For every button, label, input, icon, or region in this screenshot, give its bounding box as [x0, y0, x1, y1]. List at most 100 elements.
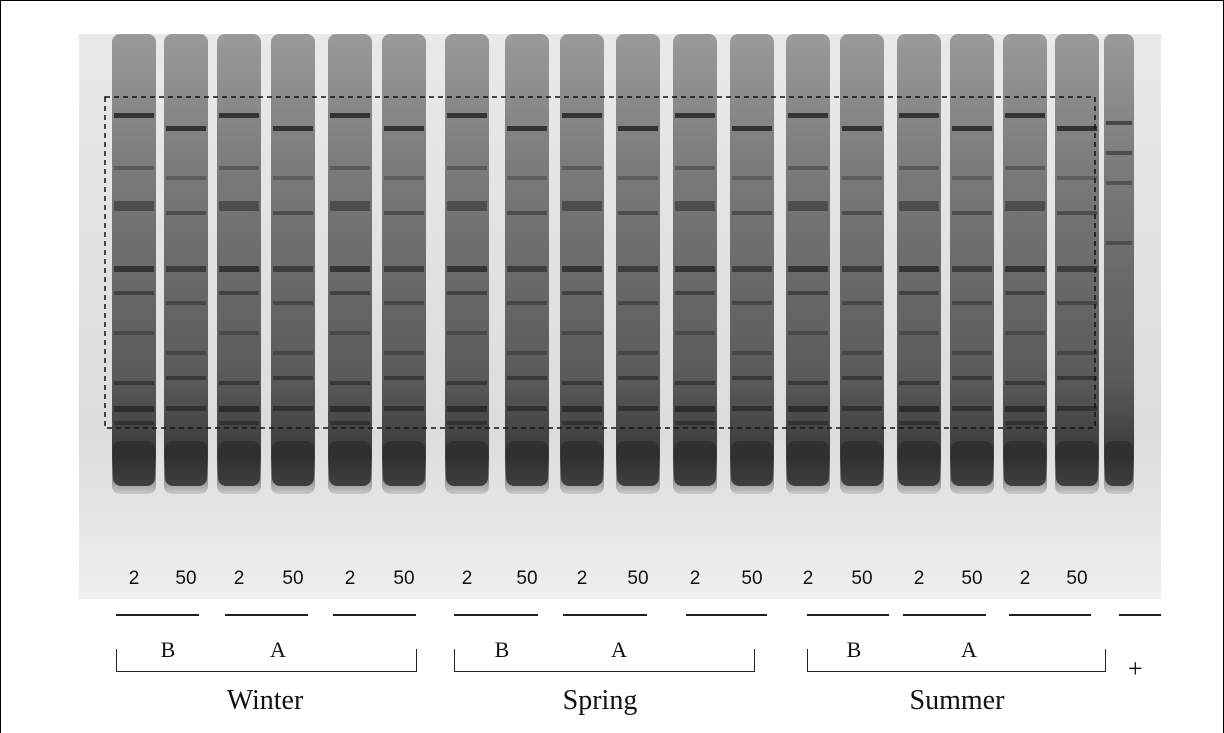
gel-band: [273, 126, 313, 131]
gel-lane-front: [731, 441, 773, 486]
gel-band: [330, 381, 370, 385]
winter-a-label: A: [270, 637, 286, 662]
lane-number-label: 50: [627, 568, 649, 589]
gel-band: [1106, 241, 1132, 245]
gel-lane-front: [561, 441, 603, 486]
lane-number-label: 2: [1019, 568, 1031, 589]
gel-band: [1005, 421, 1045, 425]
gel-band: [618, 266, 658, 272]
gel-band: [788, 331, 828, 335]
gel-band: [1106, 121, 1132, 125]
gel-band: [166, 301, 206, 305]
gel-band: [384, 176, 424, 180]
group-line: [563, 614, 647, 616]
gel-band: [675, 291, 715, 295]
gel-band: [842, 266, 882, 272]
gel-band: [675, 421, 715, 425]
gel-band: [562, 266, 602, 272]
gel-band: [1057, 211, 1097, 215]
gel-band: [219, 291, 259, 295]
group-line: [903, 614, 986, 616]
group-line: [225, 614, 308, 616]
lane-number-label: 50: [1066, 568, 1088, 589]
gel-band: [507, 266, 547, 272]
gel-lane-front: [272, 441, 314, 486]
gel-band: [330, 166, 370, 170]
gel-band: [952, 351, 992, 355]
gel-band: [562, 291, 602, 295]
gel-band: [447, 201, 487, 211]
gel-band: [732, 176, 772, 180]
gel-band: [384, 376, 424, 380]
gel-band: [219, 331, 259, 335]
gel-band: [1005, 291, 1045, 295]
gel-band: [1005, 201, 1045, 211]
gel-band: [842, 126, 882, 131]
gel-band: [114, 406, 154, 412]
gel-band: [273, 211, 313, 215]
gel-band: [952, 126, 992, 131]
gel-band: [788, 421, 828, 425]
gel-band: [447, 421, 487, 425]
gel-band: [219, 406, 259, 412]
gel-band: [675, 266, 715, 272]
group-line: [333, 614, 416, 616]
gel-band: [273, 351, 313, 355]
control-line: [1119, 614, 1161, 616]
gel-band: [562, 406, 602, 412]
gel-band: [273, 266, 313, 272]
gel-band: [166, 351, 206, 355]
gel-band: [842, 406, 882, 411]
gel-band: [447, 406, 487, 412]
gel-lane: [1104, 34, 1134, 494]
gel-band: [219, 166, 259, 170]
gel-band: [330, 291, 370, 295]
gel-band: [788, 266, 828, 272]
gel-band: [1057, 126, 1097, 131]
gel-lane-front: [1056, 441, 1098, 486]
gel-band: [219, 201, 259, 211]
gel-band: [219, 421, 259, 425]
lane-number-label: 2: [576, 568, 588, 589]
gel-band: [1005, 166, 1045, 170]
gel-band: [788, 113, 828, 118]
gel-band: [330, 406, 370, 412]
spring-b-label: B: [494, 637, 510, 662]
gel-band: [114, 201, 154, 211]
gel-lane: [730, 34, 774, 494]
gel-band: [732, 126, 772, 131]
gel-band: [732, 301, 772, 305]
gel-lane-front: [446, 441, 488, 486]
gel-band: [1005, 381, 1045, 385]
gel-lane: [897, 34, 941, 494]
gel-lane: [112, 34, 156, 494]
gel-lane: [164, 34, 208, 494]
gel-band: [166, 406, 206, 411]
gel-band: [447, 291, 487, 295]
gel-band: [732, 266, 772, 272]
gel-lane-front: [1004, 441, 1046, 486]
gel-band: [330, 266, 370, 272]
gel-band: [788, 291, 828, 295]
lane-number-label: 50: [961, 568, 983, 589]
winter-bracket: [116, 649, 417, 672]
gel-band: [842, 376, 882, 380]
gel-band: [1005, 113, 1045, 118]
gel-band: [675, 201, 715, 211]
gel-lane: [673, 34, 717, 494]
gel-band: [1005, 266, 1045, 272]
gel-band: [788, 201, 828, 211]
gel-band: [447, 381, 487, 385]
gel-band: [114, 166, 154, 170]
gel-lane-front: [1105, 441, 1133, 486]
gel-band: [507, 301, 547, 305]
lane-number-label: 50: [393, 568, 415, 589]
gel-band: [219, 113, 259, 118]
group-line: [686, 614, 767, 616]
gel-band: [273, 406, 313, 411]
gel-band: [899, 421, 939, 425]
gel-band: [1057, 406, 1097, 411]
summer-b-label: B: [846, 637, 862, 662]
gel-band: [166, 176, 206, 180]
